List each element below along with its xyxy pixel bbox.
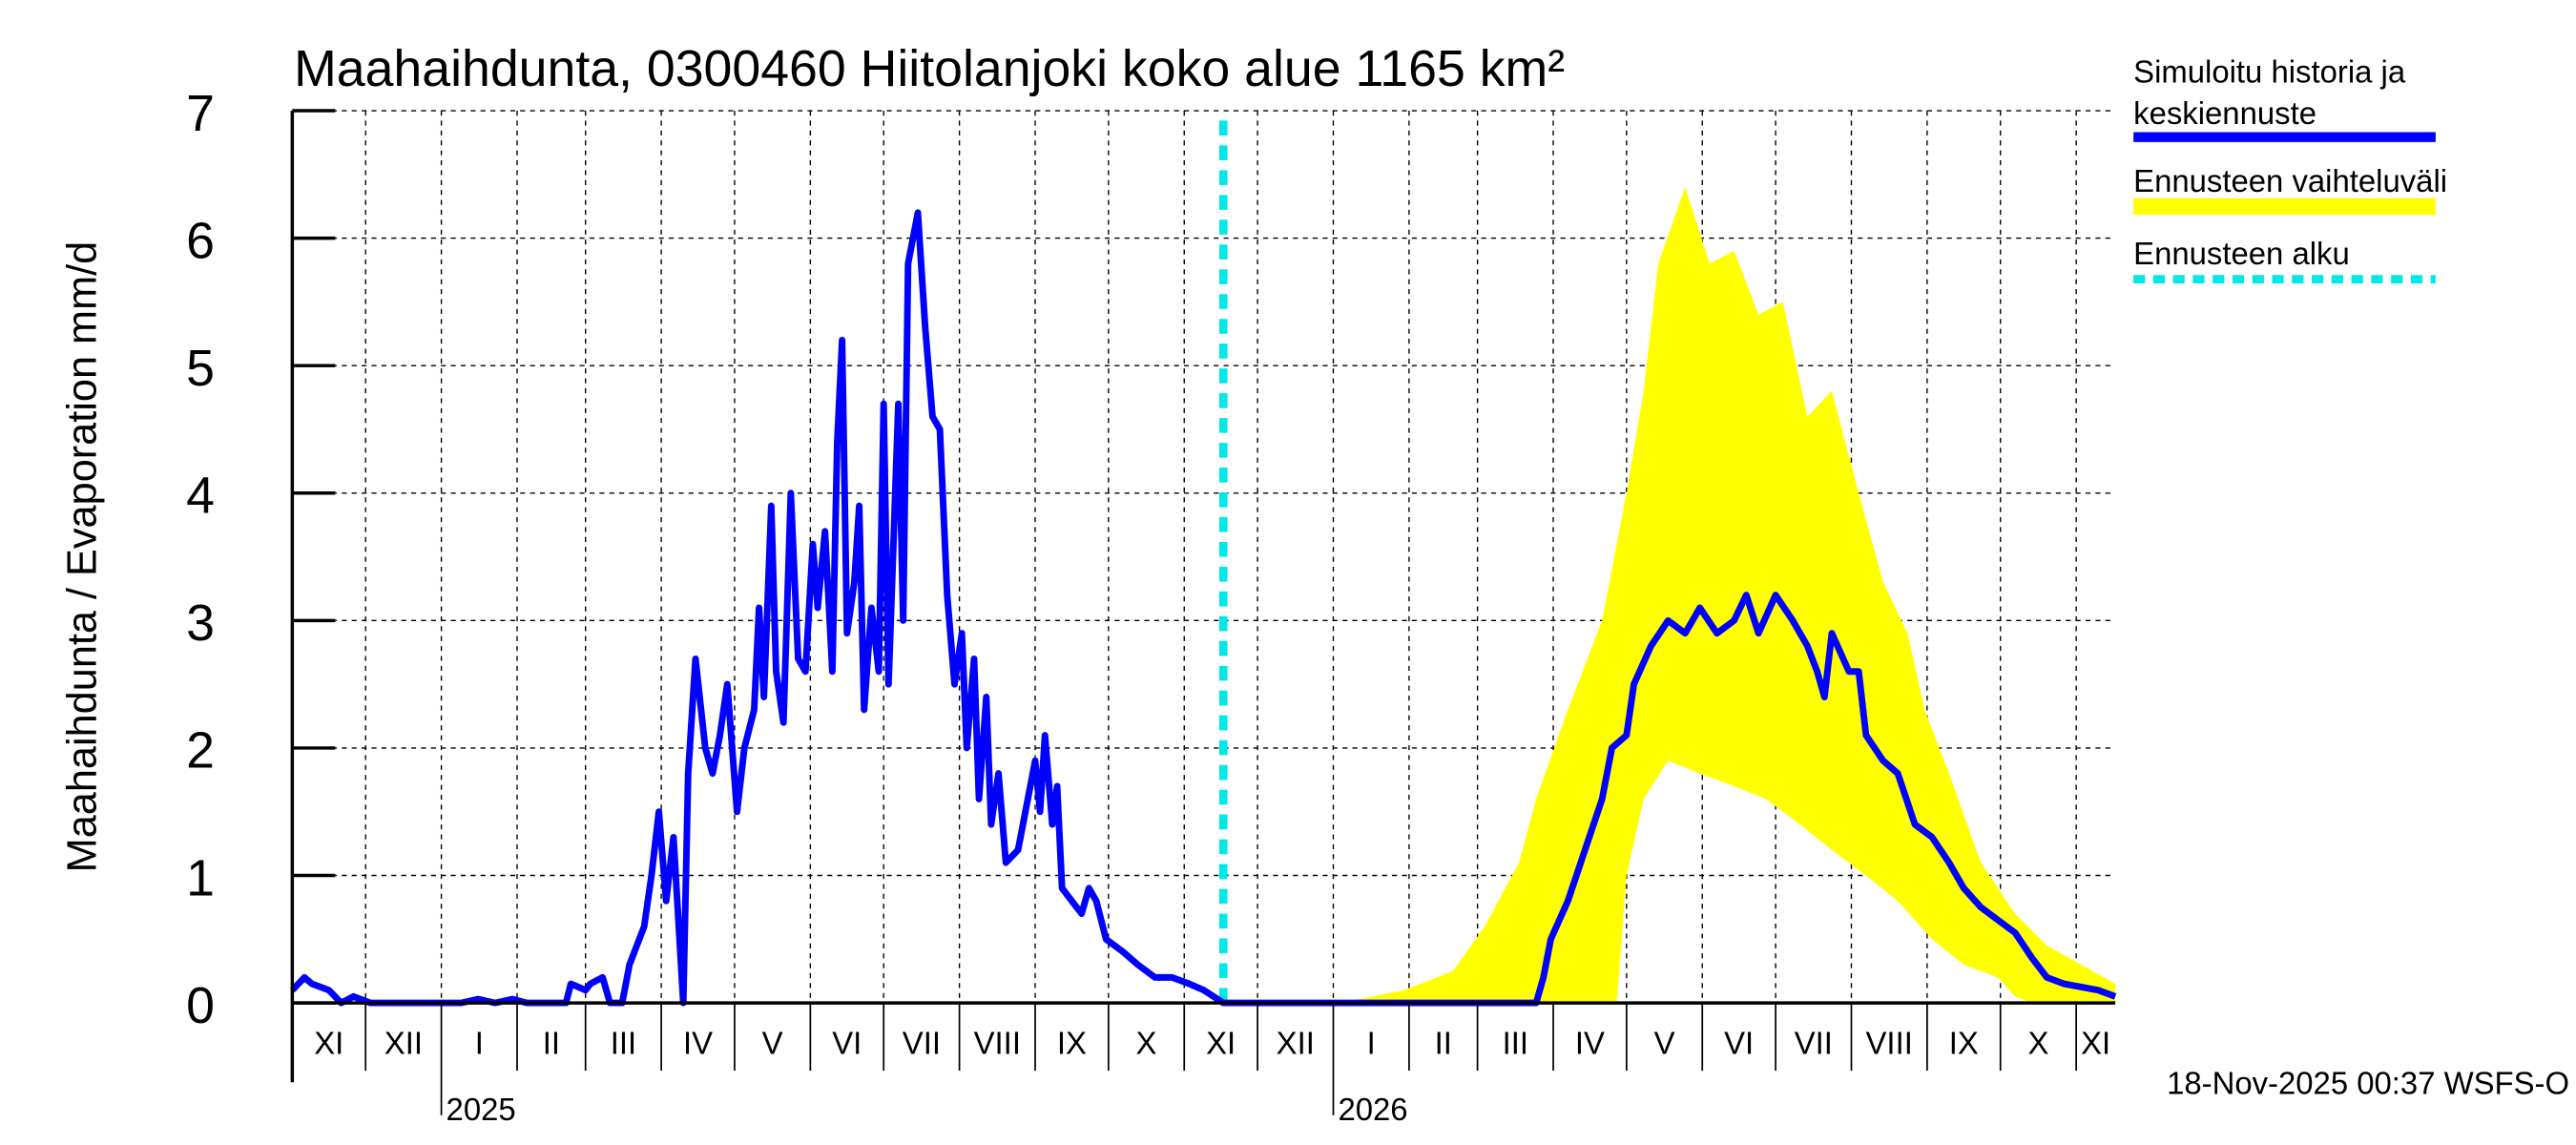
x-month-label: IX: [1057, 1026, 1087, 1061]
x-year-label: 2026: [1338, 1092, 1407, 1127]
x-month-label: V: [762, 1026, 783, 1061]
x-month-label: VIII: [1866, 1026, 1913, 1061]
x-month-label: X: [1136, 1026, 1157, 1061]
x-month-label: XII: [384, 1026, 423, 1061]
x-month-label: IV: [1575, 1026, 1605, 1061]
y-tick-label: 7: [186, 85, 215, 142]
x-month-label: X: [2027, 1026, 2048, 1061]
forecast-range-area: [1255, 187, 2116, 1004]
x-month-label: IV: [683, 1026, 713, 1061]
y-tick-label: 5: [186, 340, 215, 397]
x-year-label: 2025: [447, 1092, 516, 1127]
x-month-label: I: [1367, 1026, 1376, 1061]
x-month-label: XII: [1277, 1026, 1315, 1061]
y-tick-label: 3: [186, 594, 215, 652]
y-tick-label: 0: [186, 977, 215, 1034]
x-month-label: II: [1435, 1026, 1452, 1061]
x-month-label: XI: [1206, 1026, 1236, 1061]
y-tick-label: 1: [186, 849, 215, 906]
x-month-label: V: [1654, 1026, 1675, 1061]
history-median-line: [289, 209, 2117, 1007]
legend: Simuloitu historia ja keskiennuste Ennus…: [2133, 54, 2447, 283]
y-tick-label: 2: [186, 722, 215, 780]
y-axis-label: Maahaihdunta / Evaporation mm/d: [59, 241, 105, 873]
x-month-label: VIII: [974, 1026, 1021, 1061]
x-month-label: IX: [1949, 1026, 1979, 1061]
legend-forecast-start-label: Ennusteen alku: [2133, 236, 2350, 271]
forecast-range-band: [1255, 187, 2116, 1004]
series-lines: [289, 120, 2117, 1007]
x-month-label: II: [543, 1026, 560, 1061]
x-month-label: VI: [832, 1026, 862, 1061]
axes: XI XII I II III IV V VI VII VIII IX X XI XII I II III IV V…: [186, 85, 2116, 1127]
x-month-label: I: [475, 1026, 484, 1061]
x-month-label: XI: [2081, 1026, 2110, 1061]
x-month-label: III: [1503, 1026, 1528, 1061]
chart-title: Maahaihdunta, 0300460 Hiitolanjoki koko …: [294, 40, 1565, 97]
legend-history-label-2: keskiennuste: [2133, 95, 2316, 131]
legend-range-label: Ennusteen vaihteluväli: [2133, 163, 2447, 198]
x-month-label: XI: [314, 1026, 343, 1061]
x-month-label: VI: [1724, 1026, 1754, 1061]
x-month-label: VII: [1795, 1026, 1833, 1061]
y-tick-label: 4: [186, 468, 215, 525]
x-month-label: III: [611, 1026, 636, 1061]
y-tick-label: 6: [186, 212, 215, 269]
legend-history-label-1: Simuloitu historia ja: [2133, 54, 2406, 90]
timestamp: 18-Nov-2025 00:37 WSFS-O: [2167, 1065, 2569, 1100]
x-month-label: VII: [903, 1026, 941, 1061]
